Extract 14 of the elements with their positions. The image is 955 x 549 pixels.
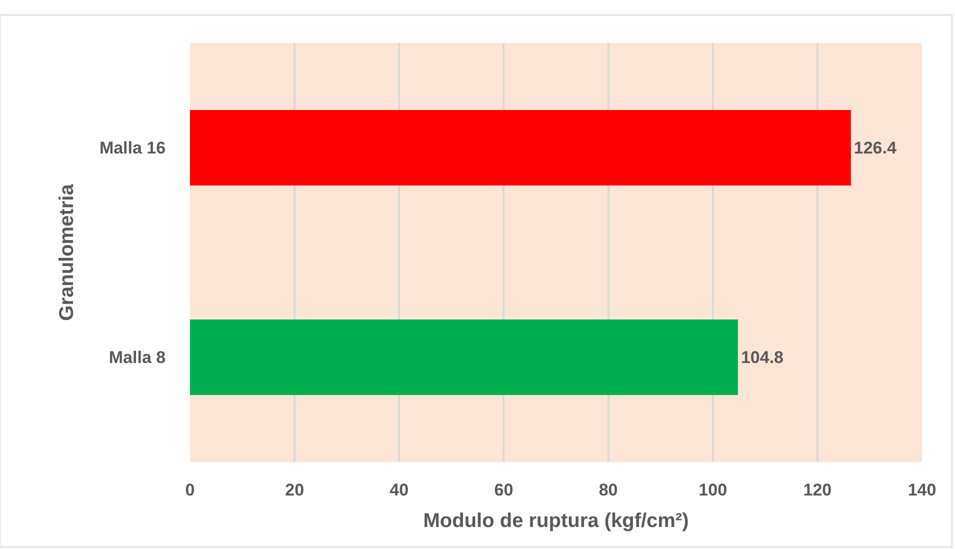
data-label: 126.4 [854,138,897,158]
x-tick-label: 120 [803,480,832,500]
y-tick-label: Malla 16 [99,138,166,158]
x-tick-label: 100 [698,480,728,500]
y-axis-title: Granulometria [56,183,78,321]
x-tick-label: 60 [494,480,514,500]
x-tick-label: 140 [908,480,936,500]
x-tick-label: 80 [598,480,618,500]
x-axis-title: Modulo de ruptura (kgf/cm²) [423,510,689,532]
x-tick-label: 40 [390,480,409,500]
data-label: 104.8 [740,348,784,367]
x-tick-label: 0 [185,480,195,500]
y-tick-label: Malla 8 [108,348,166,368]
x-tick-label: 20 [285,480,304,500]
